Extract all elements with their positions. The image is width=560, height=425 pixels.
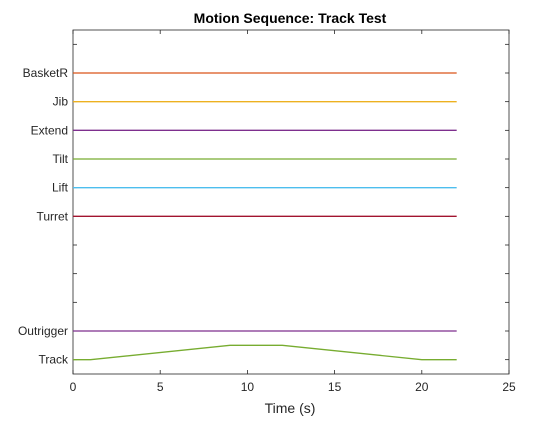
plot-area: 0 5 10 15 20 25 Track Outrigger Turret Lift Tilt Ex… [18,29,516,394]
y-tick-label: Outrigger [18,324,68,338]
x-axis-label: Time (s) [265,400,316,416]
y-tick-label: Extend [31,123,68,137]
x-tick-label: 10 [241,380,255,394]
y-tick-label: Jib [53,95,69,109]
y-tick-label: BasketR [23,66,69,80]
axes-box [72,29,510,375]
x-tick-label: 15 [328,380,342,394]
series-line-track [73,344,457,361]
x-tick-label: 20 [415,380,429,394]
y-tick-label: Lift [52,181,69,195]
y-tick-label: Tilt [52,152,68,166]
y-tick-label: Track [38,353,69,367]
x-tick-label: 25 [502,380,516,394]
y-tick-label: Turret [36,209,68,223]
chart-title: Motion Sequence: Track Test [194,10,387,26]
x-tick-label: 0 [70,380,77,394]
x-tick-label: 5 [157,380,164,394]
